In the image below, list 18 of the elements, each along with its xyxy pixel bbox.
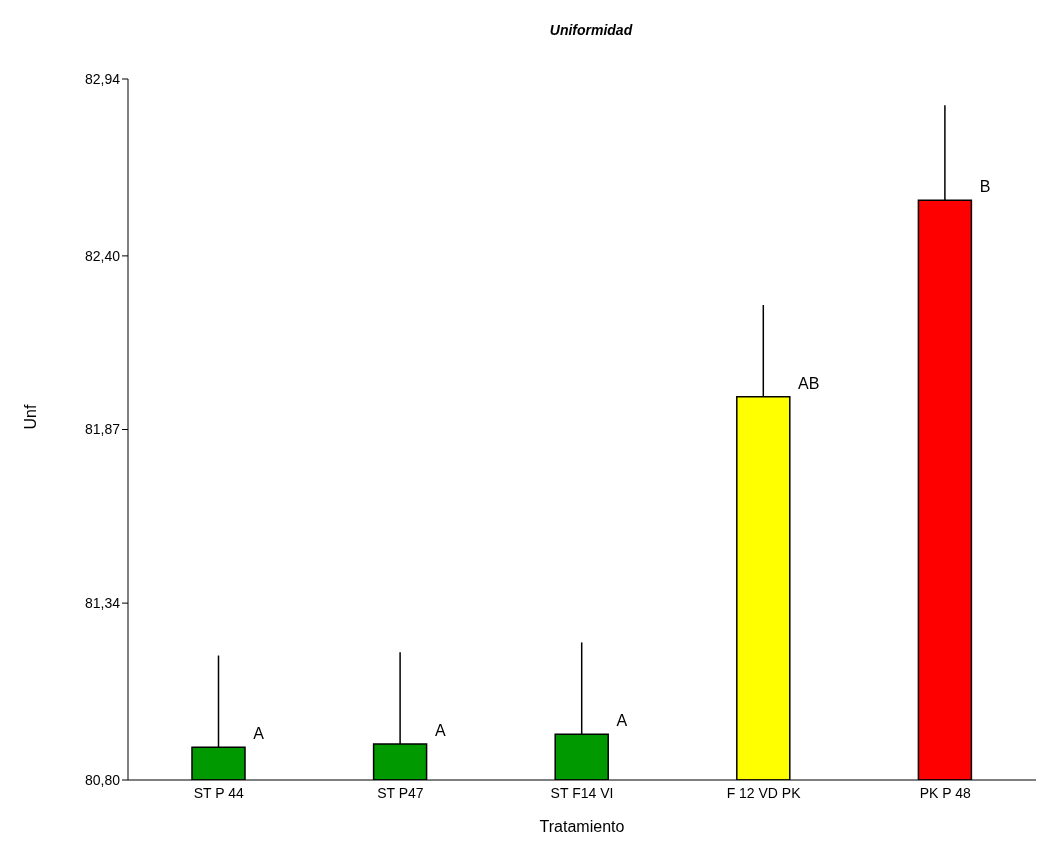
y-axis-title: Unf [21,404,39,430]
y-tick-label: 82,40 [84,247,121,264]
y-tick-label: 81,34 [84,595,121,612]
y-tick-label: 80,80 [84,771,121,788]
x-tick-label: ST F14 VI [550,784,614,801]
annotation: A [253,725,265,743]
y-tick-label: 81,87 [84,421,121,438]
x-tick-label: F 12 VD PK [726,784,802,801]
annotation: A [616,712,628,730]
x-tick-label: ST P47 [377,784,424,801]
annotation: AB [798,374,820,392]
x-tick-label: PK P 48 [919,784,971,801]
annotation: B [979,178,991,196]
x-tick-label: ST P 44 [193,784,245,801]
x-axis-title: Tratamiento [539,818,625,835]
y-tick-label: 82,94 [84,70,121,87]
chart-title: Uniformidad [548,22,634,38]
annotation: A [434,721,446,739]
